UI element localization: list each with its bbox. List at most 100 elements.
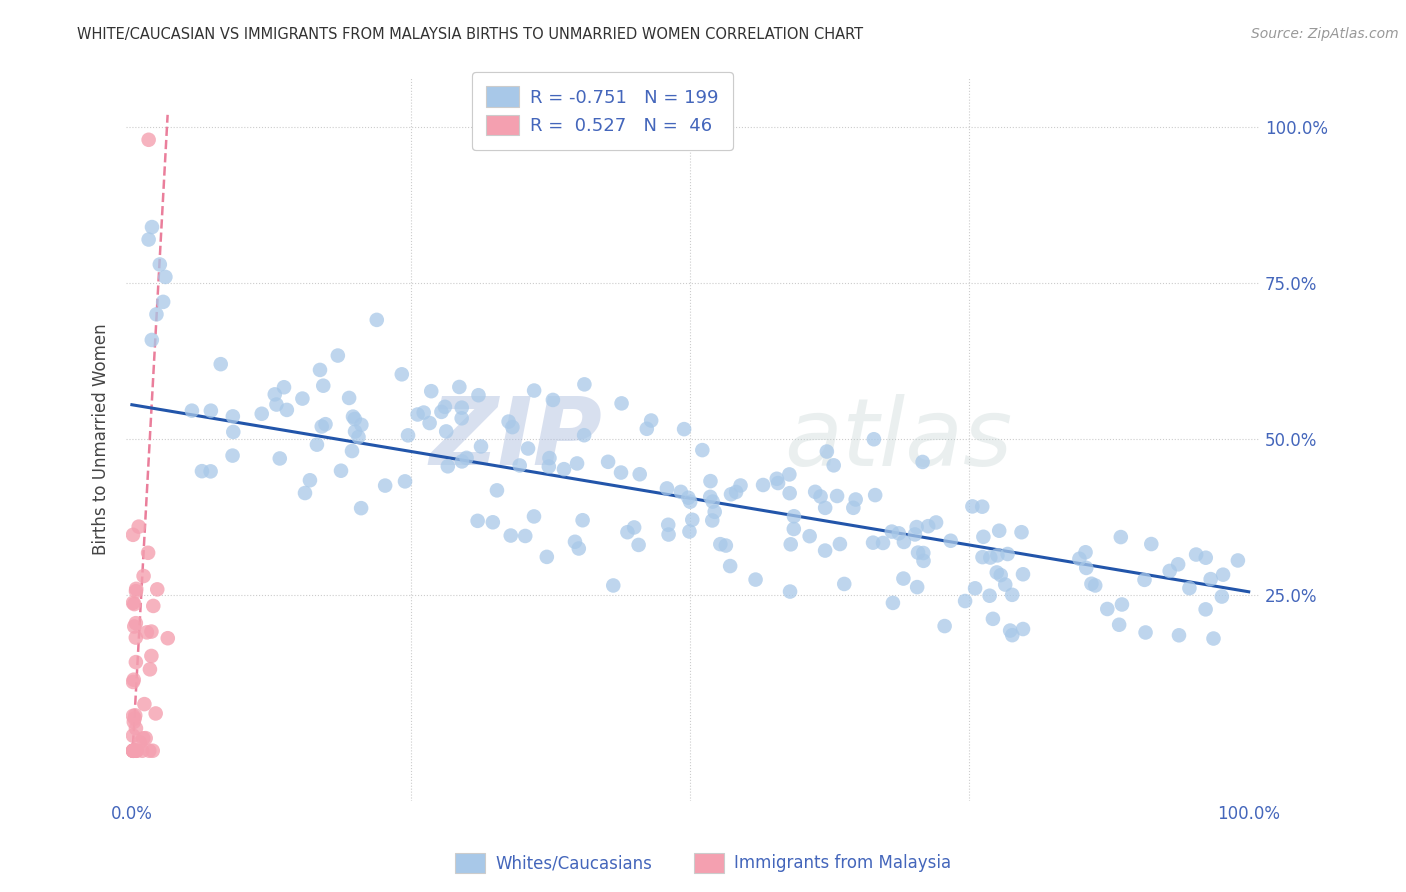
Point: [470, 439, 492, 453]
Point: [136, 546, 159, 560]
Point: [269, 451, 291, 466]
Point: [134, 697, 156, 711]
Point: [1133, 573, 1156, 587]
Point: [209, 357, 232, 371]
Point: [669, 484, 692, 499]
Point: [366, 313, 388, 327]
Point: [1069, 551, 1091, 566]
Point: [450, 411, 472, 425]
Point: [636, 422, 658, 436]
Point: [485, 483, 508, 498]
Point: [714, 539, 737, 553]
Point: [191, 464, 214, 478]
Point: [882, 596, 904, 610]
Point: [294, 486, 316, 500]
Point: [893, 535, 915, 549]
Point: [315, 417, 337, 432]
Point: [998, 624, 1021, 638]
Point: [434, 425, 457, 439]
Point: [122, 744, 145, 758]
Point: [122, 744, 145, 758]
Point: [778, 467, 800, 482]
Point: [825, 489, 848, 503]
Point: [149, 257, 172, 271]
Point: [141, 220, 163, 235]
Point: [655, 482, 678, 496]
Point: [142, 599, 165, 613]
Point: [553, 462, 575, 476]
Point: [266, 398, 288, 412]
Point: [730, 478, 752, 492]
Point: [564, 534, 586, 549]
Point: [725, 485, 748, 500]
Point: [515, 529, 537, 543]
Point: [872, 536, 894, 550]
Point: [330, 464, 353, 478]
Legend: R = -0.751   N = 199, R =  0.527   N =  46: R = -0.751 N = 199, R = 0.527 N = 46: [472, 72, 733, 150]
Point: [904, 527, 927, 541]
Point: [1202, 632, 1225, 646]
Point: [145, 706, 167, 721]
Point: [125, 616, 148, 631]
Point: [141, 624, 163, 639]
Point: [523, 509, 546, 524]
Point: [1167, 558, 1189, 572]
Point: [412, 406, 434, 420]
Point: [678, 491, 700, 505]
Point: [482, 516, 505, 530]
Point: [350, 501, 373, 516]
Point: [450, 401, 472, 415]
Point: [679, 494, 702, 508]
Point: [467, 388, 489, 402]
Point: [298, 473, 321, 487]
Point: [1108, 617, 1130, 632]
Point: [842, 500, 865, 515]
Point: [125, 631, 148, 645]
Point: [673, 422, 696, 436]
Point: [305, 438, 328, 452]
Point: [419, 416, 441, 430]
Point: [122, 709, 145, 723]
Point: [122, 744, 145, 758]
Point: [122, 744, 145, 758]
Point: [125, 744, 148, 758]
Point: [965, 582, 987, 596]
Text: Source: ZipAtlas.com: Source: ZipAtlas.com: [1251, 27, 1399, 41]
Point: [122, 675, 145, 690]
Point: [125, 722, 148, 736]
Point: [1212, 567, 1234, 582]
Point: [616, 525, 638, 540]
Point: [433, 400, 456, 414]
Point: [804, 484, 827, 499]
Point: [979, 589, 1001, 603]
Point: [135, 731, 157, 746]
Point: [1111, 598, 1133, 612]
Point: [350, 417, 373, 432]
Point: [845, 492, 868, 507]
Point: [124, 619, 146, 633]
Point: [1226, 553, 1249, 567]
Point: [681, 513, 703, 527]
Point: [1084, 578, 1107, 592]
Point: [139, 662, 162, 676]
Point: [273, 380, 295, 394]
Point: [122, 729, 145, 743]
Point: [138, 133, 160, 147]
Point: [1140, 537, 1163, 551]
Point: [1178, 581, 1201, 595]
Point: [640, 413, 662, 427]
Point: [1076, 561, 1098, 575]
Point: [135, 625, 157, 640]
Point: [990, 568, 1012, 582]
Point: [814, 500, 837, 515]
Point: [180, 403, 202, 417]
Point: [347, 430, 370, 444]
Point: [911, 455, 934, 469]
Point: [1012, 567, 1035, 582]
Point: [880, 524, 903, 539]
Point: [744, 573, 766, 587]
Point: [122, 596, 145, 610]
Point: [124, 708, 146, 723]
Point: [1135, 625, 1157, 640]
Point: [1185, 548, 1208, 562]
